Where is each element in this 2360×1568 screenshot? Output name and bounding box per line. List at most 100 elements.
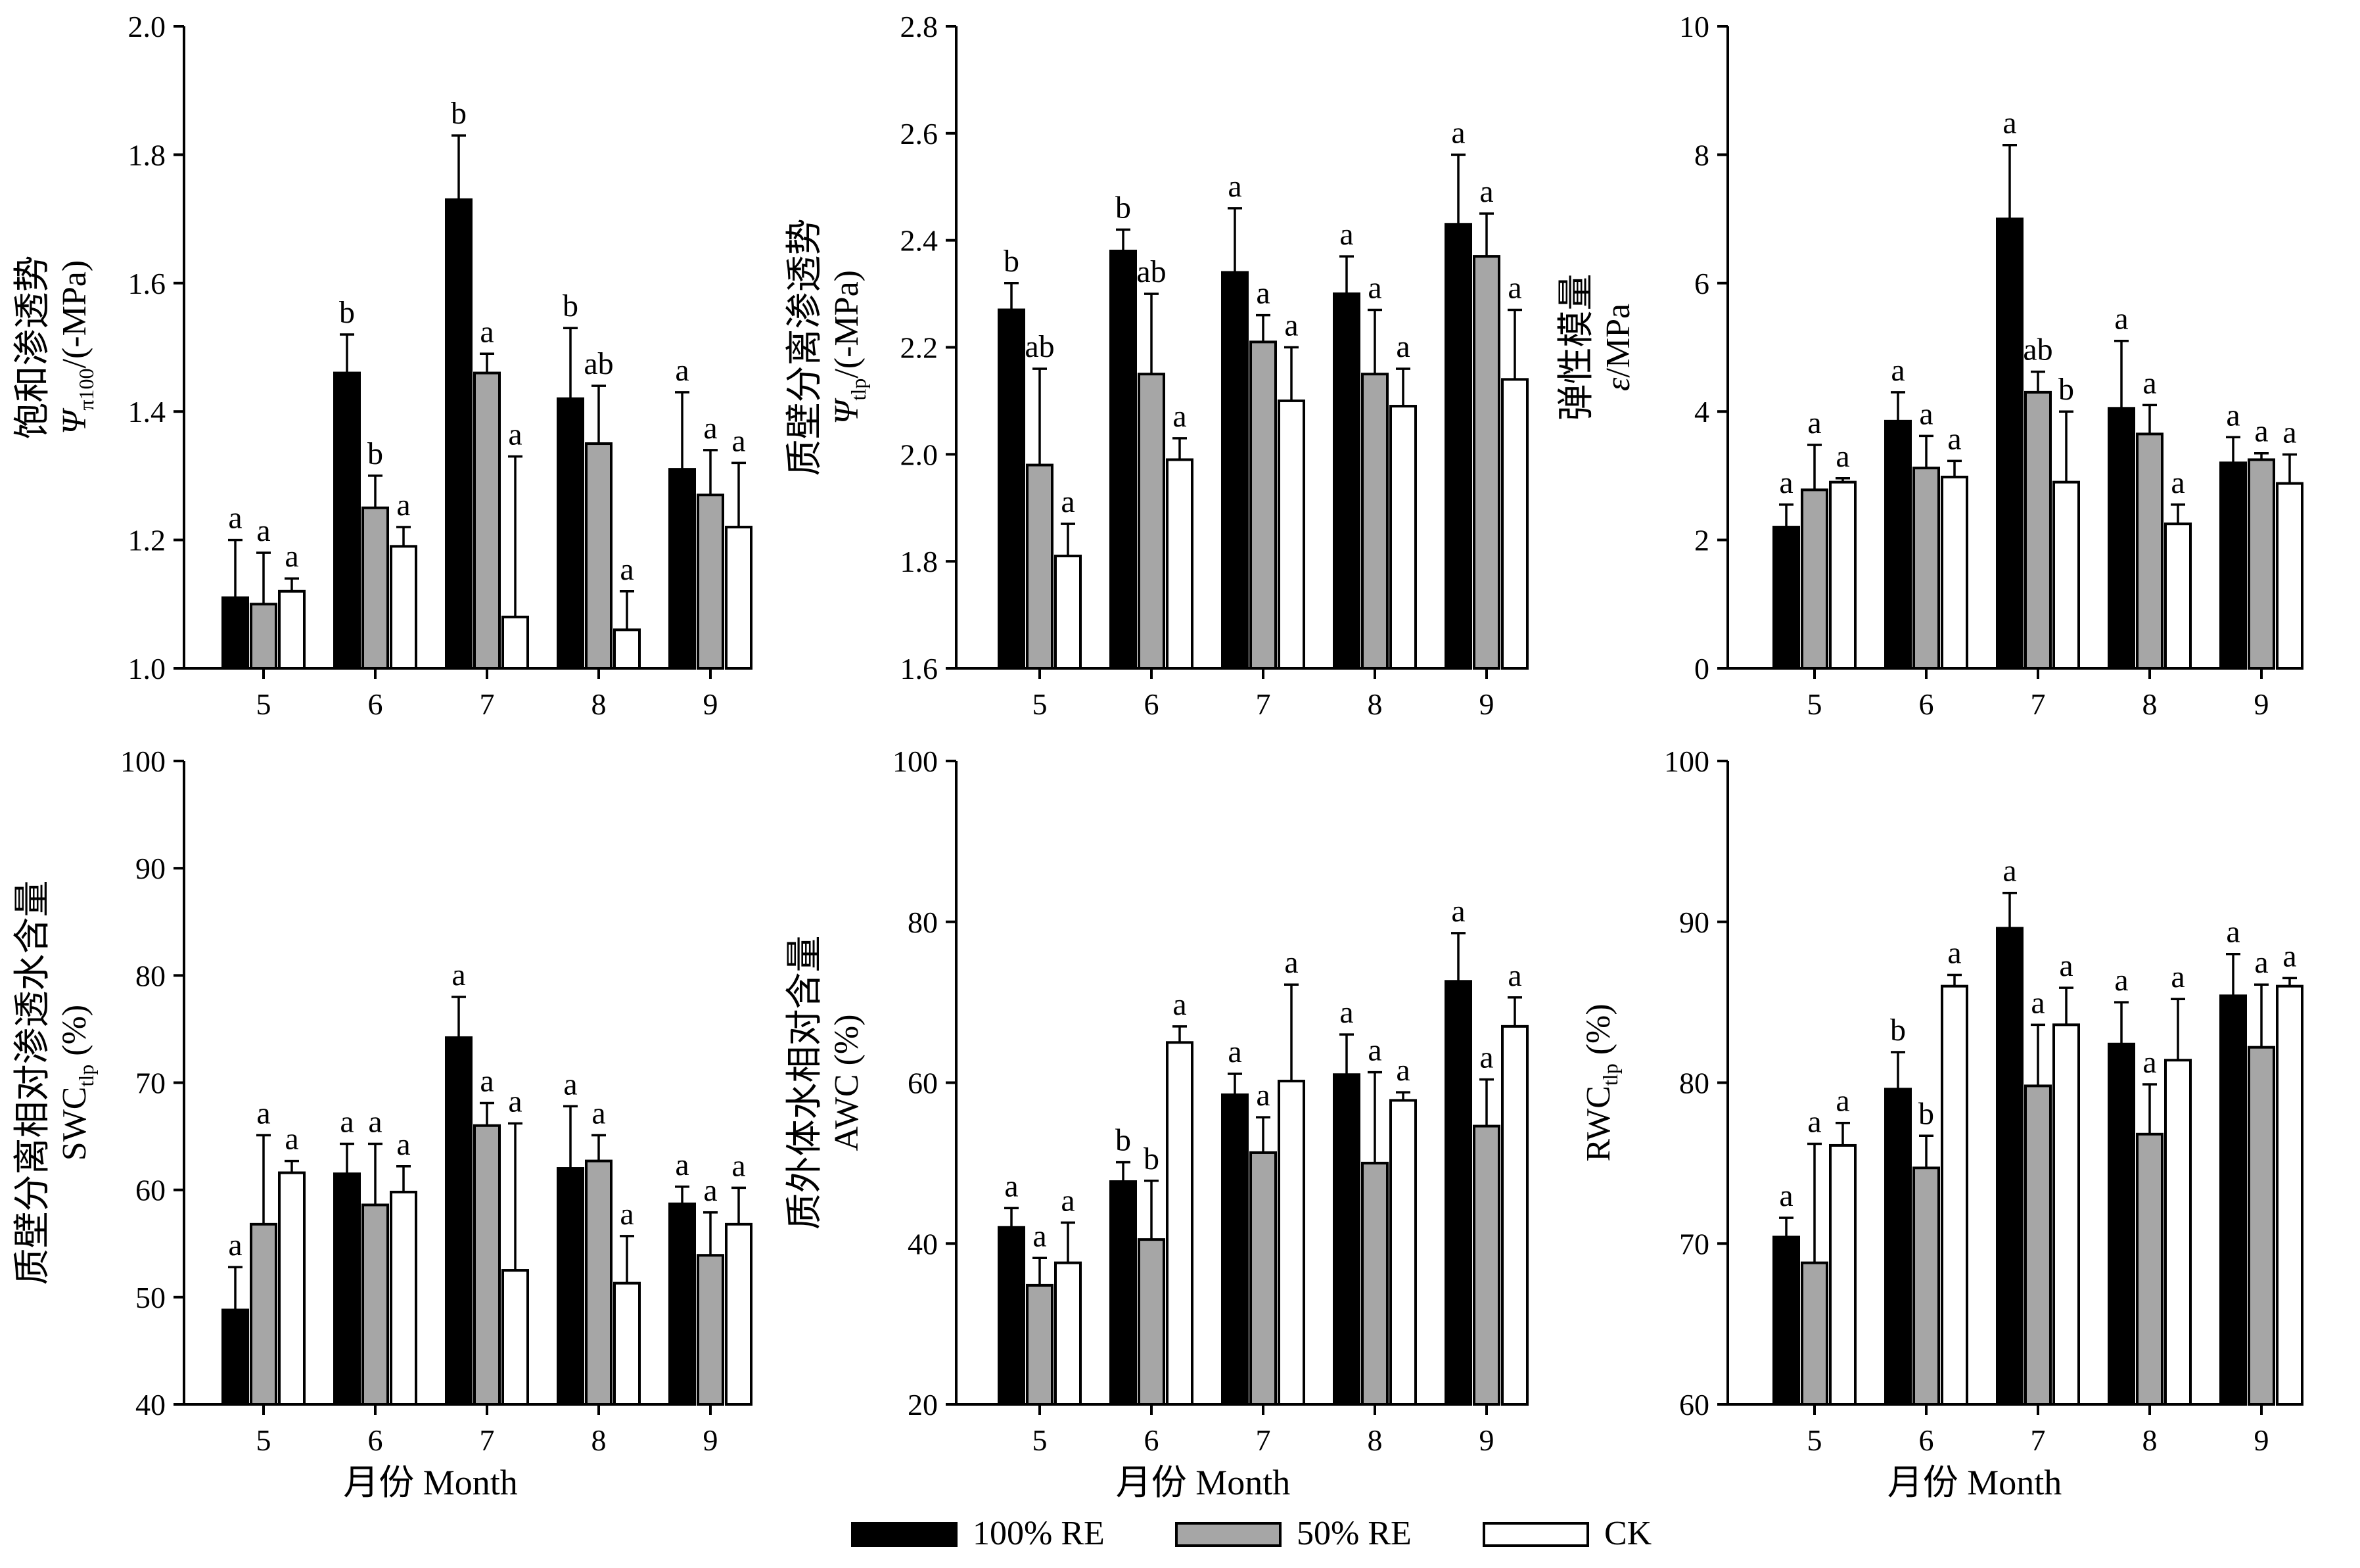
- y-tick-label: 90: [135, 852, 166, 885]
- y-tick-label: 1.2: [128, 524, 166, 557]
- bar: [1138, 1238, 1165, 1406]
- significance-letter: a: [1228, 1034, 1241, 1069]
- y-axis-subscript: tlp: [1598, 1063, 1622, 1086]
- bar: [1501, 378, 1529, 670]
- legend-label: CK: [1604, 1515, 1652, 1552]
- bar: [1109, 249, 1137, 670]
- y-axis-label-symbol: RWCtlp (%): [1580, 1003, 1622, 1161]
- significance-letter: a: [2142, 365, 2156, 400]
- significance-letter: ab: [2023, 333, 2052, 367]
- bar: [1501, 1025, 1529, 1406]
- y-tick-label: 1.6: [128, 267, 166, 300]
- x-tick-label: 8: [591, 687, 607, 721]
- bar: [1801, 488, 1828, 670]
- significance-letter: a: [2059, 948, 2073, 983]
- significance-letter: b: [2058, 372, 2074, 407]
- significance-letter: a: [1779, 465, 1793, 500]
- y-axis-unit: /(-MPa): [828, 270, 866, 379]
- y-tick-label: 2.0: [900, 438, 938, 471]
- significance-letter: a: [675, 353, 689, 388]
- y-tick-label: 60: [135, 1174, 166, 1207]
- significance-letter: a: [1807, 1105, 1821, 1140]
- significance-letter: a: [396, 488, 410, 522]
- bar: [1278, 1080, 1305, 1406]
- y-tick-label: 1.8: [900, 545, 938, 578]
- bar: [1221, 271, 1249, 670]
- y-tick-label: 6: [1694, 267, 1709, 300]
- bar: [445, 198, 473, 670]
- y-tick-label: 50: [135, 1281, 166, 1314]
- bar: [1801, 1261, 1828, 1406]
- panel-1: 1.01.21.41.61.82.05 6 7 8 9abbbaabaabaaaaaa饱…: [12, 10, 752, 721]
- y-tick-label: 1.8: [128, 138, 166, 172]
- bar: [361, 506, 389, 670]
- bar: [361, 1203, 389, 1406]
- y-tick-label: 2.0: [128, 10, 166, 43]
- bar: [390, 1190, 417, 1406]
- y-tick-label: 2.4: [900, 224, 938, 258]
- significance-letter: b: [451, 96, 467, 131]
- significance-letter: a: [1284, 945, 1298, 980]
- bar: [2052, 480, 2080, 670]
- bar: [998, 308, 1025, 670]
- significance-letter: a: [2226, 398, 2240, 432]
- x-tick-label: 7: [2031, 1423, 2046, 1457]
- x-tick-label: 7: [480, 687, 495, 721]
- legend-swatch: [1175, 1522, 1282, 1547]
- bar: [725, 526, 752, 670]
- x-tick-label: 7: [480, 1423, 495, 1457]
- bar: [390, 545, 417, 670]
- significance-letter: a: [1228, 169, 1241, 204]
- y-tick-label: 80: [135, 959, 166, 992]
- significance-letter: b: [1115, 190, 1131, 225]
- significance-letter: a: [703, 411, 717, 446]
- significance-letter: a: [1256, 1078, 1270, 1113]
- y-axis-label-cn: 质壁分离相对渗透水含量: [12, 881, 53, 1285]
- bar: [613, 1281, 641, 1406]
- bar: [2052, 1023, 2080, 1406]
- significance-letter: a: [256, 513, 270, 548]
- bar: [1473, 1124, 1500, 1406]
- y-axis-label-cn: 饱和渗透势: [12, 256, 53, 440]
- y-tick-label: 100: [1664, 745, 1709, 778]
- y-tick-label: 2.6: [900, 117, 938, 150]
- y-tick-label: 60: [908, 1067, 938, 1100]
- bar: [1054, 555, 1082, 670]
- bar: [1912, 1166, 1940, 1406]
- bar: [1361, 1161, 1389, 1406]
- significance-letter: a: [1172, 399, 1186, 434]
- y-axis-symbol: ε: [1600, 377, 1637, 391]
- bar: [250, 1222, 277, 1406]
- y-axis-unit: /(-MPa): [56, 260, 93, 369]
- bar: [1772, 526, 1800, 670]
- x-axis-label: 月份 Month: [343, 1463, 518, 1502]
- y-tick-label: 60: [1679, 1388, 1709, 1421]
- significance-letter: a: [1891, 353, 1905, 388]
- x-tick-label: 9: [703, 687, 718, 721]
- bar: [1109, 1180, 1137, 1406]
- significance-letter: a: [480, 1064, 494, 1099]
- x-tick-label: 5: [1032, 1423, 1048, 1457]
- x-tick-label: 7: [1256, 687, 1271, 721]
- x-tick-label: 6: [368, 1423, 383, 1457]
- significance-letter: a: [1836, 1084, 1849, 1118]
- significance-letter: a: [2142, 1045, 2156, 1080]
- legend-swatch: [1483, 1522, 1589, 1547]
- significance-letter: a: [368, 1105, 382, 1140]
- bar: [613, 628, 641, 670]
- x-axis-label: 月份 Month: [1116, 1463, 1291, 1502]
- significance-letter: a: [480, 314, 494, 349]
- bar: [668, 1202, 696, 1406]
- y-tick-label: 80: [908, 906, 938, 939]
- bar: [585, 442, 613, 670]
- significance-letter: a: [1061, 484, 1075, 519]
- bar: [2276, 984, 2303, 1406]
- bar: [1333, 292, 1360, 670]
- significance-letter: a: [2171, 959, 2185, 994]
- x-tick-label: 5: [1807, 1423, 1822, 1457]
- bar: [1473, 255, 1500, 670]
- significance-letter: a: [2002, 106, 2016, 141]
- y-tick-label: 1.0: [128, 652, 166, 685]
